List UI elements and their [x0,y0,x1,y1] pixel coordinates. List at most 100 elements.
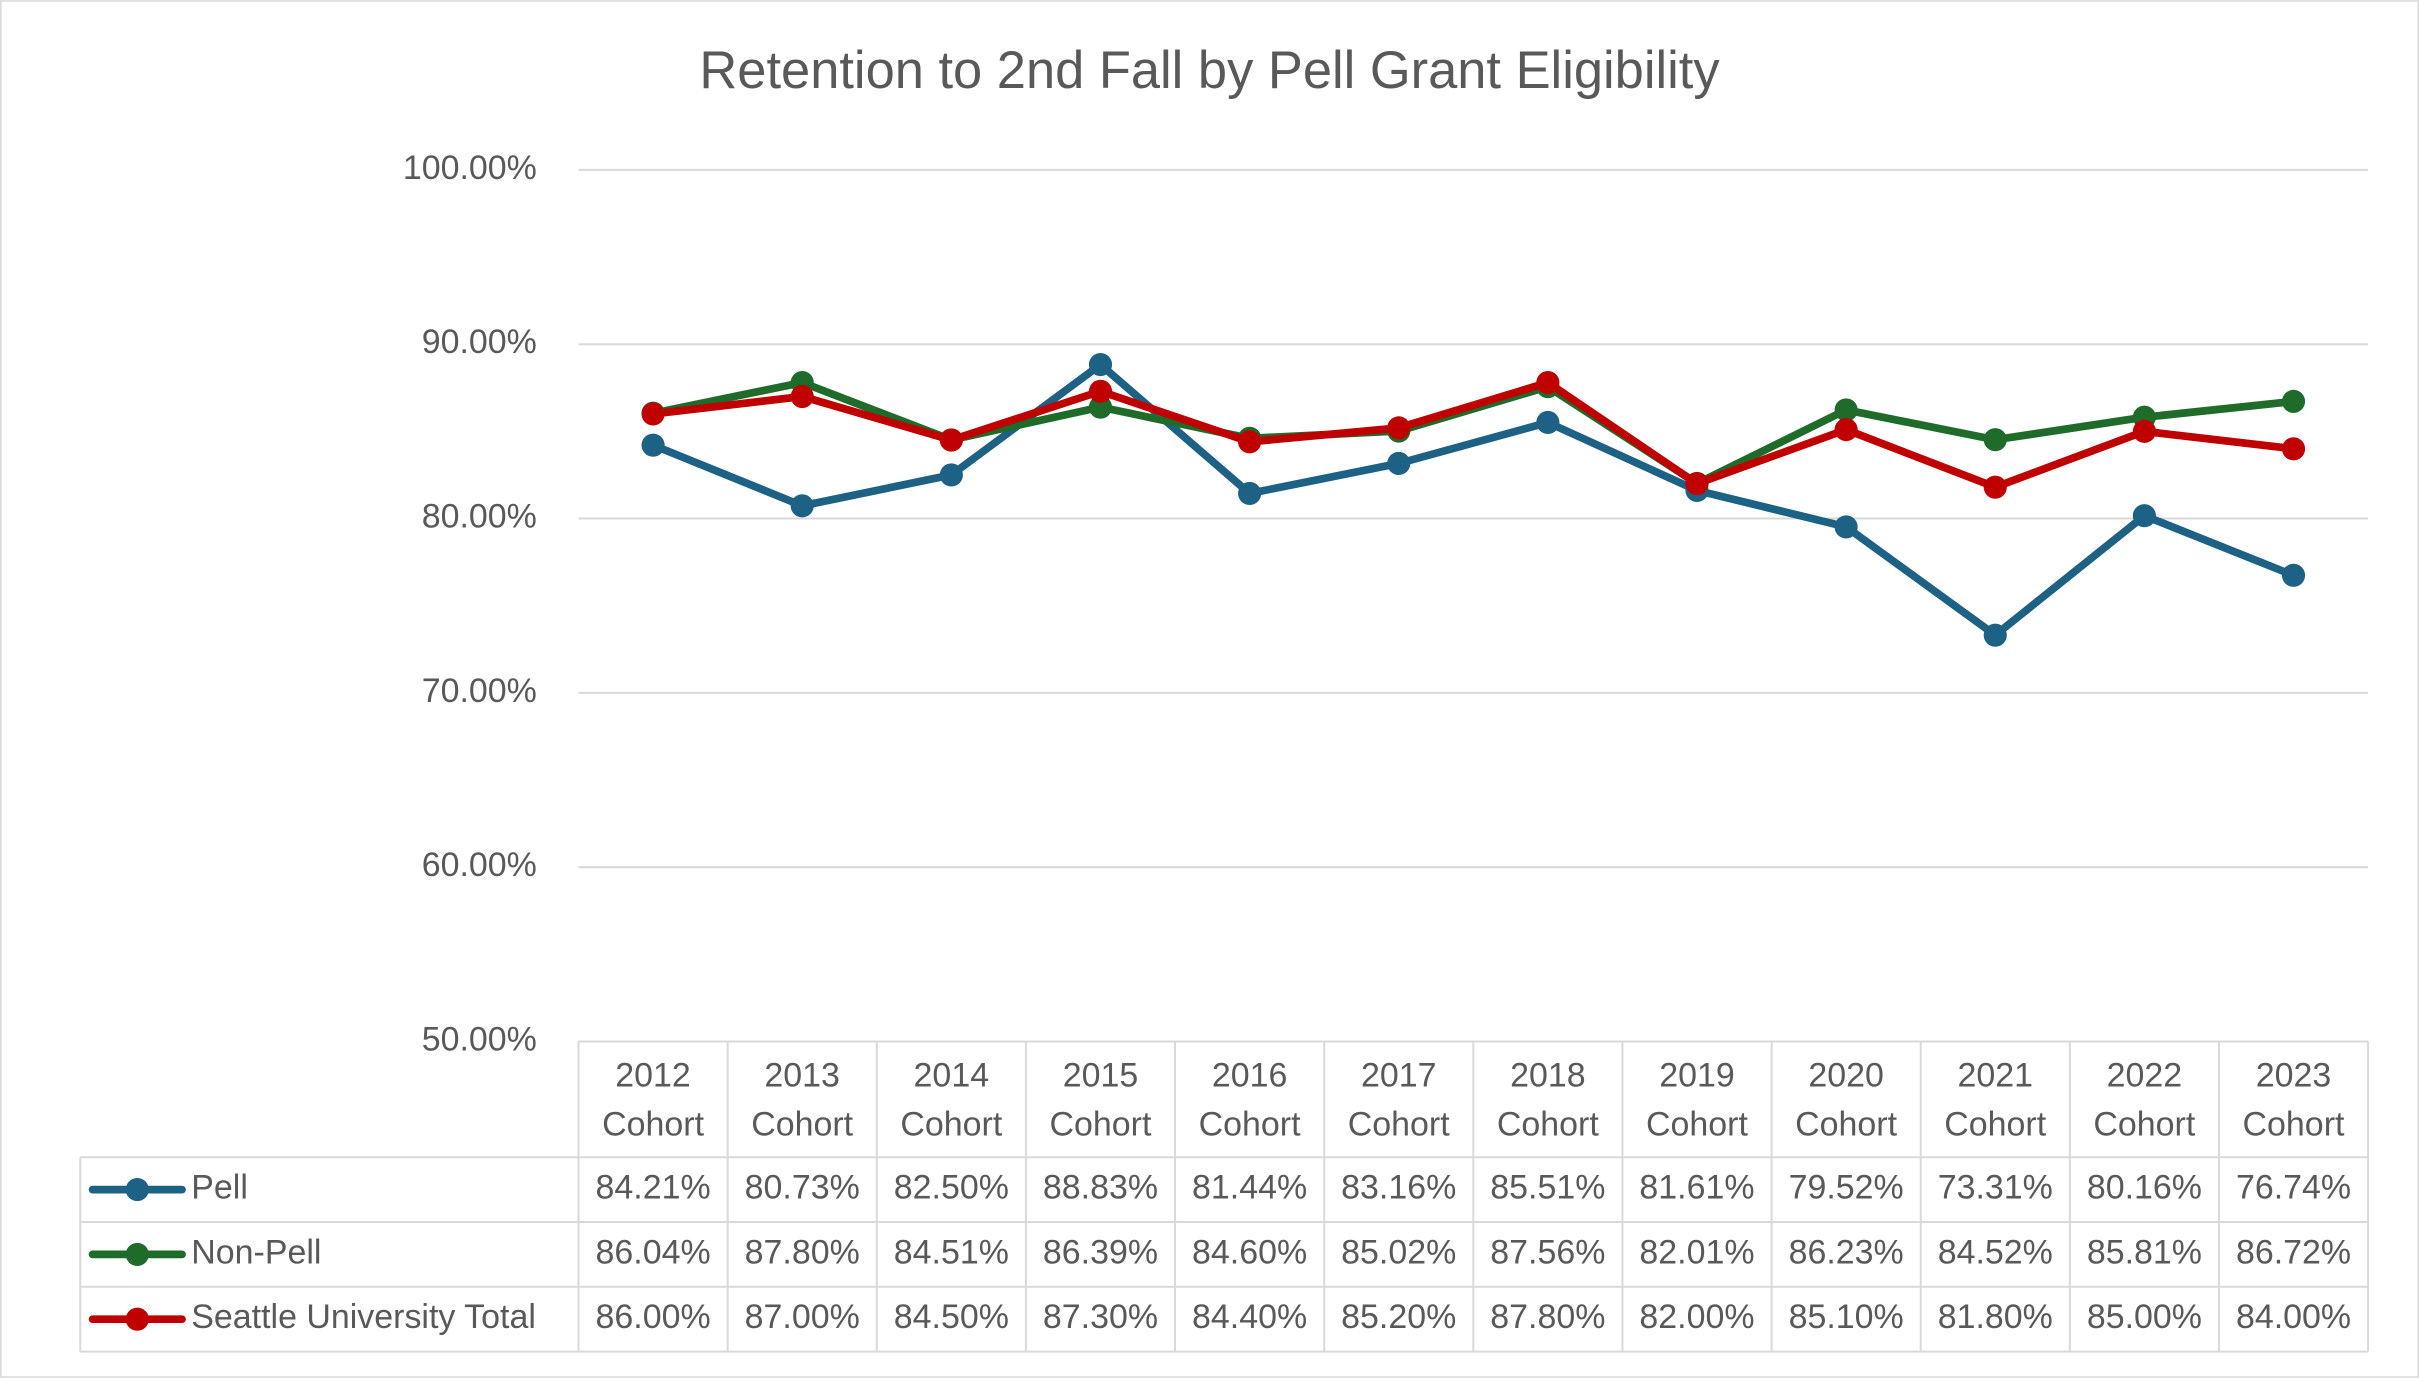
table-value: 84.60% [1192,1233,1307,1271]
table-value: 81.80% [1938,1298,2053,1336]
data-point [1834,515,1858,539]
table-value: 87.56% [1490,1233,1605,1271]
data-point [2281,389,2306,413]
data-point [641,433,665,457]
series-line [652,378,2294,492]
legend-marker [125,1307,149,1331]
data-point [1387,416,1411,440]
table-value: 86.72% [2236,1233,2351,1271]
y-tick-label: 100.00% [403,149,537,187]
table-value: 86.23% [1789,1233,1904,1271]
y-tick-label: 80.00% [422,497,537,535]
table-value: 86.39% [1043,1233,1158,1271]
table-value: 85.51% [1490,1169,1605,1207]
data-point [1238,430,1262,454]
x-tick-label: 2023 Cohort [2242,1054,2345,1143]
table-value: 80.16% [2087,1169,2202,1207]
x-tick-label: 2016 Cohort [1198,1054,1301,1143]
x-category-cell: 2017 Cohort [1347,1054,1450,1143]
x-tick-label: 2012 Cohort [602,1054,705,1143]
legend-label: Pell [191,1169,248,1207]
data-point [2132,419,2156,443]
chart-title: Retention to 2nd Fall by Pell Grant Elig… [699,42,1720,100]
table-value: 83.16% [1341,1169,1456,1207]
table-value: 88.83% [1043,1169,1158,1207]
data-point [1536,370,1560,395]
table-value: 87.80% [1490,1298,1605,1336]
data-point [1387,451,1411,476]
table-value: 82.01% [1639,1233,1754,1271]
table-value: 73.31% [1938,1169,2053,1207]
table-value: 80.73% [745,1169,860,1207]
x-category-cell: 2022 Cohort [2093,1054,2196,1143]
data-point [1536,410,1560,435]
table-value: 82.50% [894,1169,1009,1207]
x-category-cell: 2020 Cohort [1795,1054,1898,1143]
data-point [1088,395,1113,419]
data-point [1685,472,1709,496]
data-point [790,384,814,409]
x-tick-label: 2019 Cohort [1646,1054,1748,1143]
x-tick-label: 2020 Cohort [1795,1054,1898,1143]
data-point [1238,481,1262,505]
table-value: 79.52% [1789,1169,1904,1207]
table-value: 85.20% [1341,1298,1456,1336]
series-line [651,360,2295,640]
x-tick-label: 2015 Cohort [1049,1054,1152,1143]
table-value: 84.00% [2236,1298,2351,1336]
data-point [790,494,814,518]
table-value: 86.04% [596,1233,711,1271]
table-value: 76.74% [2236,1169,2351,1207]
x-tick-label: 2021 Cohort [1944,1054,2047,1143]
y-tick-label: 90.00% [422,323,537,361]
x-category-cell: 2018 Cohort [1496,1054,1599,1143]
x-category-cell: 2021 Cohort [1944,1054,2047,1143]
data-point [1088,353,1113,377]
data-point [2281,563,2306,587]
x-category-cell: 2016 Cohort [1198,1054,1301,1143]
data-point [939,463,963,487]
y-tick-label: 60.00% [422,846,537,884]
data-point [1983,623,2007,647]
table-value: 82.00% [1639,1298,1754,1336]
table-value: 86.00% [596,1298,711,1336]
x-category-cell: 2014 Cohort [900,1054,1003,1143]
table-value: 85.10% [1789,1298,1904,1336]
data-point [1834,418,1858,442]
legend-label: Seattle University Total [191,1298,536,1336]
table-value: 84.21% [596,1169,711,1207]
table-value: 84.40% [1192,1298,1307,1336]
x-category-cell: 2013 Cohort [751,1054,854,1143]
x-tick-label: 2018 Cohort [1496,1054,1599,1143]
table-value: 87.00% [745,1298,860,1336]
legend-marker [125,1178,149,1202]
data-point [2281,437,2306,461]
table-value: 85.00% [2087,1298,2202,1336]
data-point [1088,379,1113,403]
x-tick-label: 2014 Cohort [900,1054,1003,1143]
data-point [641,402,665,426]
table-value: 85.02% [1341,1233,1456,1271]
x-category-cell: 2015 Cohort [1049,1054,1152,1143]
x-tick-label: 2022 Cohort [2093,1054,2196,1143]
x-tick-label: 2017 Cohort [1347,1054,1450,1143]
x-category-cell: 2019 Cohort [1646,1054,1748,1143]
table-value: 84.51% [894,1233,1009,1271]
table-value: 81.61% [1639,1169,1754,1207]
data-point [1983,475,2007,499]
data-point [939,428,963,452]
legend-marker [125,1242,149,1266]
x-tick-label: 2013 Cohort [751,1054,854,1143]
table-value: 81.44% [1192,1169,1307,1207]
table-value: 87.80% [745,1233,860,1271]
data-point [1983,428,2007,452]
data-point [1834,398,1858,422]
y-tick-label: 50.00% [422,1020,537,1058]
table-value: 84.52% [1938,1233,2053,1271]
table-value: 84.50% [894,1298,1009,1336]
table-value: 87.30% [1043,1298,1158,1336]
x-category-cell: 2023 Cohort [2242,1054,2345,1143]
legend-label: Non-Pell [191,1233,321,1271]
